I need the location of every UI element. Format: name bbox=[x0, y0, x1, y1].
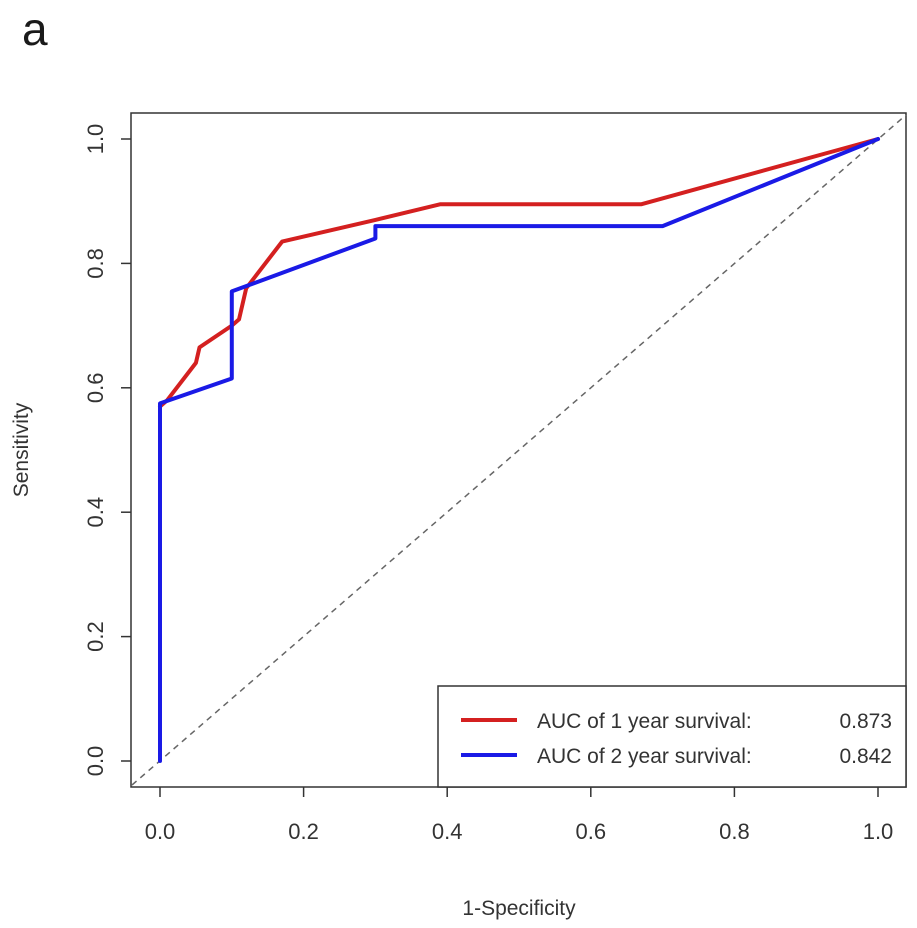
y-tick-label: 0.6 bbox=[83, 373, 108, 404]
x-tick-label: 0.2 bbox=[288, 819, 319, 844]
y-axis-title: Sensitivity bbox=[10, 402, 33, 497]
x-tick-label: 0.8 bbox=[719, 819, 750, 844]
roc-curve-series-2 bbox=[158, 137, 880, 763]
x-tick-label: 0.6 bbox=[576, 819, 607, 844]
panel-label: a bbox=[22, 3, 48, 55]
y-tick-label: 1.0 bbox=[83, 124, 108, 155]
y-tick-label: 0.0 bbox=[83, 746, 108, 777]
legend-auc-series-1: 0.873 bbox=[839, 710, 892, 733]
y-tick-label: 0.8 bbox=[83, 248, 108, 279]
reference-diagonal-line bbox=[131, 114, 907, 786]
x-axis-title: 1-Specificity bbox=[462, 897, 576, 920]
legend-label-series-2: AUC of 2 year survival: bbox=[537, 745, 752, 768]
legend-box bbox=[437, 685, 907, 788]
x-tick-label: 0.0 bbox=[145, 819, 176, 844]
y-tick-label: 0.2 bbox=[83, 621, 108, 652]
roc-curve-series-1 bbox=[158, 137, 880, 409]
y-tick-label: 0.4 bbox=[83, 497, 108, 528]
legend-label-series-1: AUC of 1 year survival: bbox=[537, 710, 752, 733]
x-tick-label: 0.4 bbox=[432, 819, 463, 844]
x-tick-label: 1.0 bbox=[863, 819, 894, 844]
legend-auc-series-2: 0.842 bbox=[839, 745, 892, 768]
